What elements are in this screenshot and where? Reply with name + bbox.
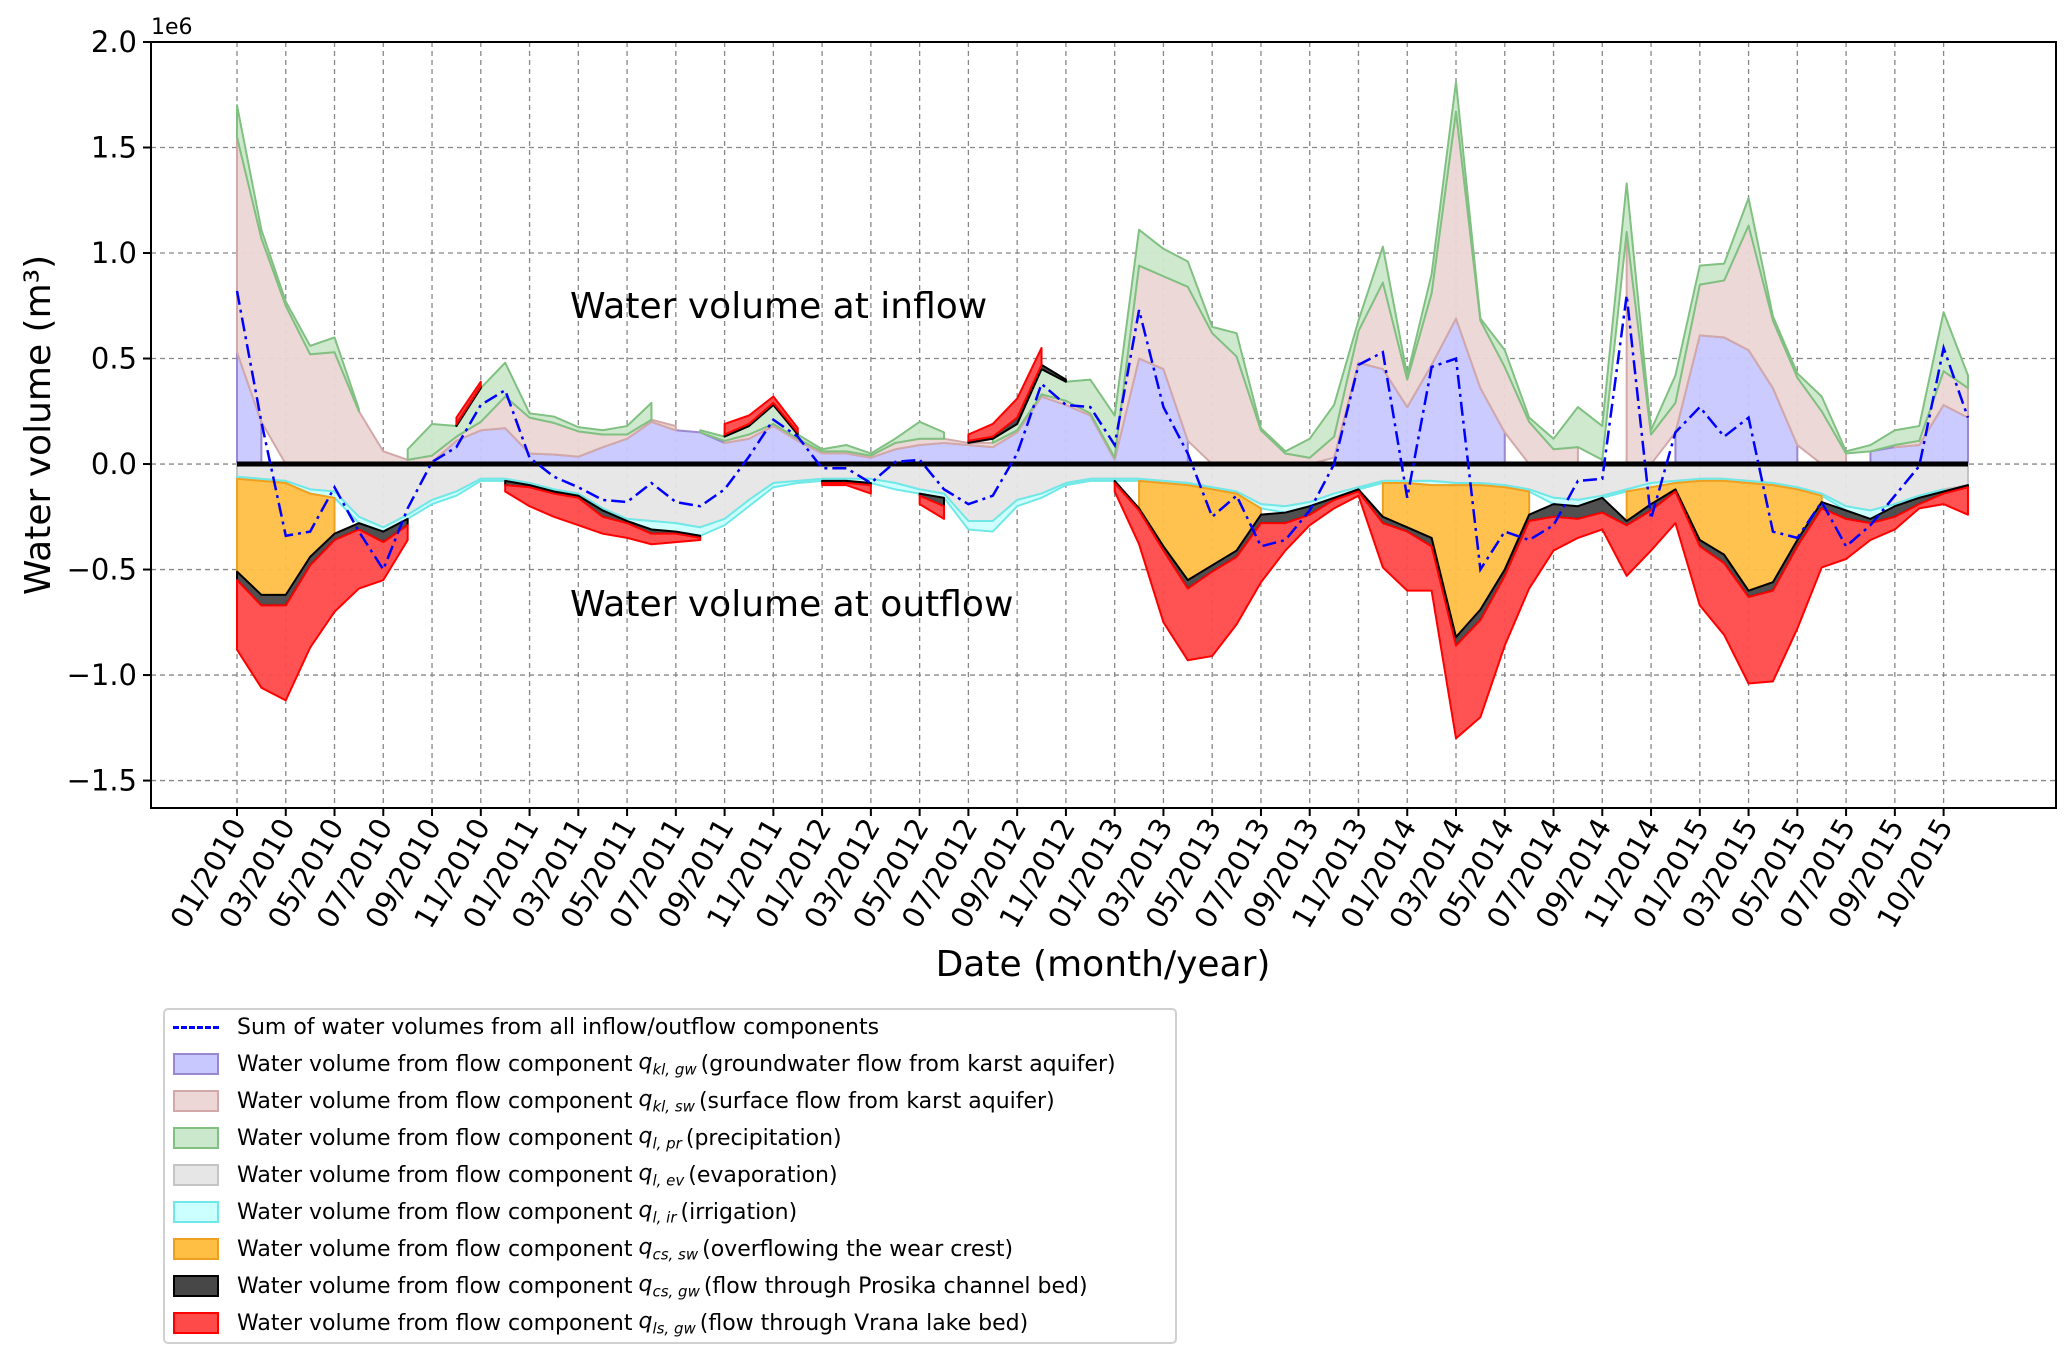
legend-swatch-icon	[173, 1312, 219, 1334]
y-tick-label: 1.0	[91, 236, 137, 270]
y-axis-label: Water volume (m³)	[18, 255, 59, 595]
legend-description: (irrigation)	[680, 1199, 798, 1225]
legend-swatch-icon	[173, 1053, 219, 1075]
legend-label: Water volume from flow component	[237, 1162, 633, 1188]
legend-symbol: qkl, gw	[638, 1049, 697, 1079]
legend-symbol: ql, ir	[638, 1197, 677, 1227]
legend-label: Water volume from flow component	[237, 1273, 633, 1299]
legend-description: (flow through Prosika channel bed)	[703, 1273, 1088, 1299]
legend-item-cs-sw: Water volume from flow component qcs, sw(…	[173, 1234, 1013, 1264]
lines	[235, 290, 1970, 574]
legend: Sum of water volumes from all inflow/out…	[163, 1008, 1177, 1344]
legend-symbol: qcs, sw	[638, 1234, 699, 1264]
y-tick-label: −1.0	[67, 658, 137, 692]
legend-swatch-icon	[173, 1164, 219, 1186]
y-offset-label: 1e6	[151, 15, 193, 40]
legend-label: Water volume from flow component	[237, 1125, 633, 1151]
sum-line	[235, 290, 1970, 574]
legend-swatch-icon	[173, 1201, 219, 1223]
legend-symbol: ql, ev	[638, 1160, 685, 1190]
legend-description: (surface flow from karst aquifer)	[698, 1088, 1055, 1114]
legend-description: (evaporation)	[688, 1162, 838, 1188]
y-tick-label: 0.5	[91, 342, 137, 376]
legend-item-pr: Water volume from flow component ql, pr (p…	[173, 1123, 842, 1153]
legend-description: (groundwater flow from karst aquifer)	[700, 1051, 1116, 1077]
area-ir-negative	[236, 475, 1945, 537]
legend-dashdot-line-icon	[173, 1025, 219, 1029]
area-ls-gw-negative	[918, 494, 946, 520]
area-ls-gw-positive	[967, 346, 1043, 442]
legend-item-kl-sw: Water volume from flow component qkl, sw(…	[173, 1086, 1055, 1116]
legend-symbol: qls, gw	[638, 1308, 696, 1338]
y-tick-label: 0.0	[91, 447, 137, 481]
legend-item-kl-gw: Water volume from flow component qkl, gw(…	[173, 1049, 1116, 1079]
legend-label: Sum of water volumes from all inflow/out…	[237, 1014, 880, 1040]
legend-symbol: ql, pr	[638, 1123, 682, 1153]
area-pr-positive	[991, 81, 1969, 461]
area-pr-positive	[406, 361, 653, 461]
area-ls-gw-negative	[504, 484, 702, 546]
legend-item-ir: Water volume from flow component ql, ir (i…	[173, 1197, 797, 1227]
y-tick-label: −1.5	[67, 764, 137, 798]
y-tick-label: 2.0	[91, 25, 137, 59]
area-layers	[236, 81, 1969, 740]
legend-swatch-icon	[173, 1127, 219, 1149]
annotation-outflow: Water volume at outflow	[570, 584, 1013, 625]
y-tick-label: 1.5	[91, 131, 137, 165]
plot-frame	[150, 41, 2057, 809]
area-ls-gw-positive	[723, 395, 799, 436]
area-ls-gw-negative	[821, 482, 872, 495]
legend-swatch-icon	[173, 1238, 219, 1260]
legend-item-ls-gw: Water volume from flow component qls, gw(…	[173, 1308, 1028, 1338]
x-axis-label: Date (month/year)	[936, 944, 1271, 985]
y-tick-label: −0.5	[67, 553, 137, 587]
legend-description: (precipitation)	[685, 1125, 842, 1151]
area-ls-gw-negative	[236, 524, 409, 702]
legend-swatch-icon	[173, 1275, 219, 1297]
legend-item-ev: Water volume from flow component ql, ev (e…	[173, 1160, 838, 1190]
area-pr-positive	[236, 104, 360, 413]
legend-description: (flow through Vrana lake bed)	[699, 1310, 1029, 1336]
legend-symbol: qkl, sw	[638, 1086, 695, 1116]
legend-item-sum: Sum of water volumes from all inflow/out…	[173, 1012, 879, 1042]
legend-description: (overflowing the wear crest)	[702, 1236, 1014, 1262]
legend-item-cs-gw: Water volume from flow component qcs, gw(…	[173, 1271, 1088, 1301]
legend-label: Water volume from flow component	[237, 1088, 633, 1114]
legend-label: Water volume from flow component	[237, 1051, 633, 1077]
legend-label: Water volume from flow component	[237, 1236, 633, 1262]
legend-label: Water volume from flow component	[237, 1310, 633, 1336]
annotation-inflow: Water volume at inflow	[570, 286, 987, 327]
legend-label: Water volume from flow component	[237, 1199, 633, 1225]
area-ls-gw-negative	[1113, 482, 1969, 740]
area-ls-gw-positive	[455, 380, 482, 425]
legend-symbol: qcs, gw	[638, 1271, 700, 1301]
legend-swatch-icon	[173, 1090, 219, 1112]
